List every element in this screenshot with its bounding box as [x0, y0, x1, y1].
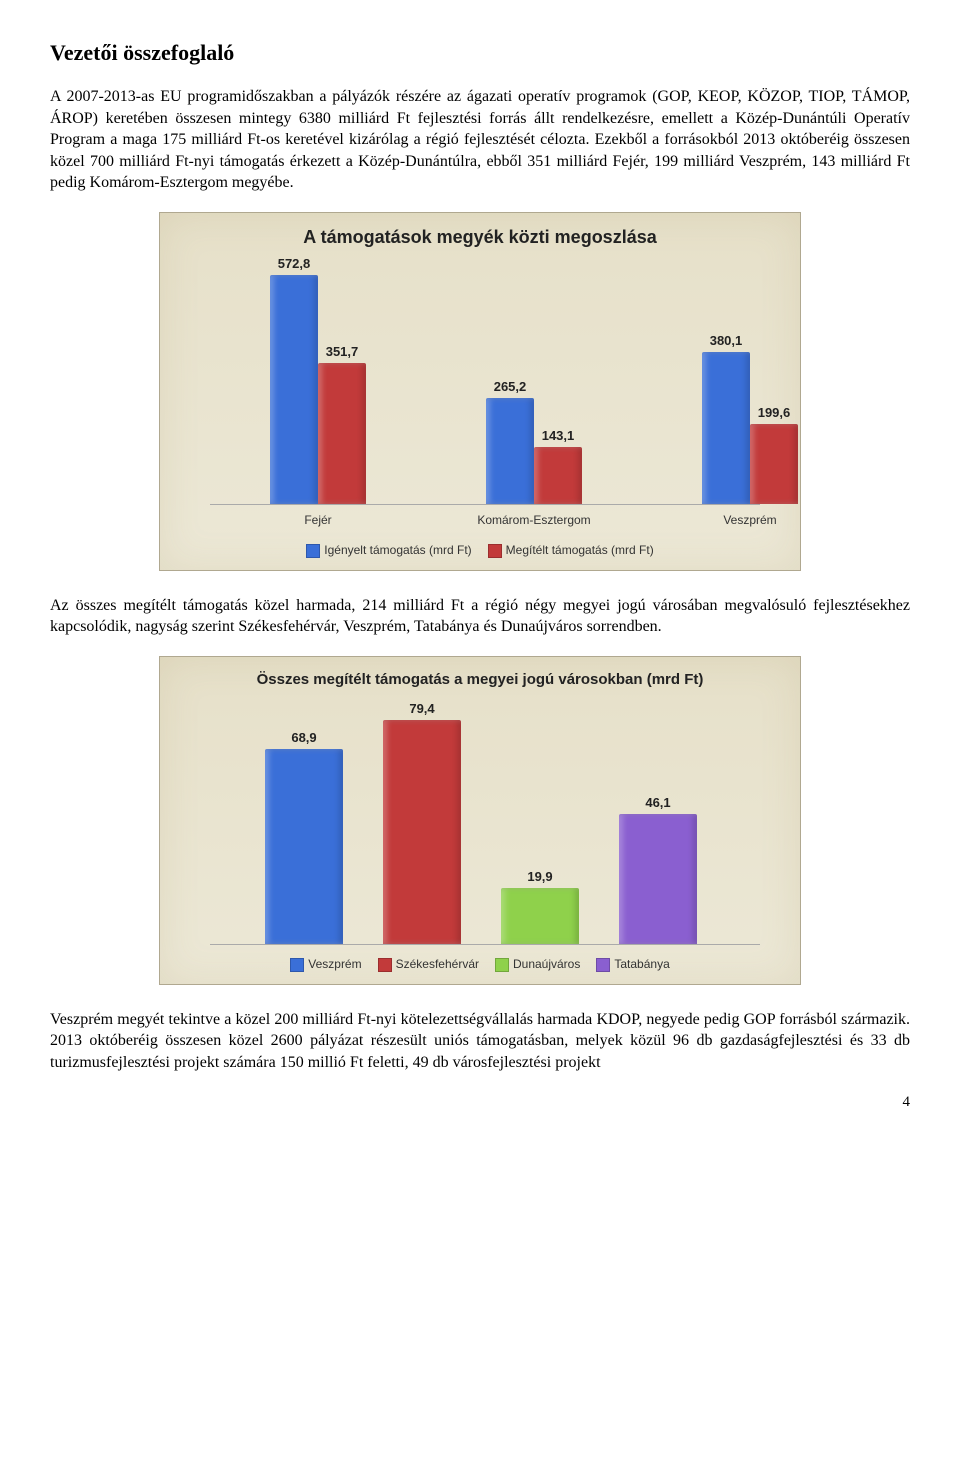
chart1-plot: 572,8351,7265,2143,1380,1199,6 [210, 264, 760, 505]
chart1-bar [270, 275, 318, 504]
chart1-bar [750, 424, 798, 504]
chart1-legend: Igényelt támogatás (mrd Ft) Megítélt támo… [160, 537, 800, 570]
chart1-category-label: Komárom-Esztergom [477, 513, 590, 527]
chart1-bar [318, 363, 366, 504]
chart1-value-label: 143,1 [528, 428, 588, 443]
chart2-legend-item: Veszprém [290, 957, 361, 972]
chart1-bar [486, 398, 534, 504]
legend-swatch [596, 958, 610, 972]
chart2-value-label: 19,9 [510, 869, 570, 884]
chart1-value-label: 351,7 [312, 344, 372, 359]
page-title: Vezetői összefoglaló [50, 40, 910, 66]
chart-city-funding: Összes megítélt támogatás a megyei jogú … [159, 656, 801, 985]
chart1-category-label: Fejér [304, 513, 331, 527]
chart2-bar [619, 814, 697, 944]
chart2-value-label: 46,1 [628, 795, 688, 810]
chart2-bar [501, 888, 579, 944]
legend-swatch [378, 958, 392, 972]
chart1-bar [534, 447, 582, 504]
chart2-legend: Veszprém Székesfehérvár Dunaújváros Tatabán… [160, 951, 800, 984]
chart2-value-label: 79,4 [392, 701, 452, 716]
chart2-value-label: 68,9 [274, 730, 334, 745]
chart1-legend-item: Megítélt támogatás (mrd Ft) [488, 543, 654, 558]
chart1-category-label: Veszprém [723, 513, 776, 527]
legend-swatch [488, 544, 502, 558]
chart2-legend-item: Dunaújváros [495, 957, 580, 972]
paragraph-2: Az összes megítélt támogatás közel harma… [50, 595, 910, 638]
legend-swatch [306, 544, 320, 558]
legend-swatch [495, 958, 509, 972]
paragraph-1: A 2007-2013-as EU programidőszakban a pá… [50, 86, 910, 194]
chart-county-distribution: A támogatások megyék közti megoszlása 57… [159, 212, 801, 571]
chart2-bar [383, 720, 461, 944]
chart1-xlabels: FejérKomárom-EsztergomVeszprém [210, 513, 760, 533]
page-number: 4 [50, 1094, 910, 1111]
paragraph-3: Veszprém megyét tekintve a közel 200 mil… [50, 1009, 910, 1074]
chart1-value-label: 572,8 [264, 256, 324, 271]
chart1-title: A támogatások megyék közti megoszlása [160, 213, 800, 254]
chart2-legend-item: Székesfehérvár [378, 957, 479, 972]
chart1-value-label: 380,1 [696, 333, 756, 348]
legend-swatch [290, 958, 304, 972]
chart2-bar [265, 749, 343, 944]
chart1-value-label: 265,2 [480, 379, 540, 394]
chart2-plot: 68,9 79,4 19,9 46,1 [210, 704, 760, 945]
chart1-legend-item: Igényelt támogatás (mrd Ft) [306, 543, 471, 558]
chart1-value-label: 199,6 [744, 405, 804, 420]
chart2-legend-item: Tatabánya [596, 957, 669, 972]
chart2-title: Összes megítélt támogatás a megyei jogú … [160, 657, 800, 694]
chart1-bar [702, 352, 750, 504]
